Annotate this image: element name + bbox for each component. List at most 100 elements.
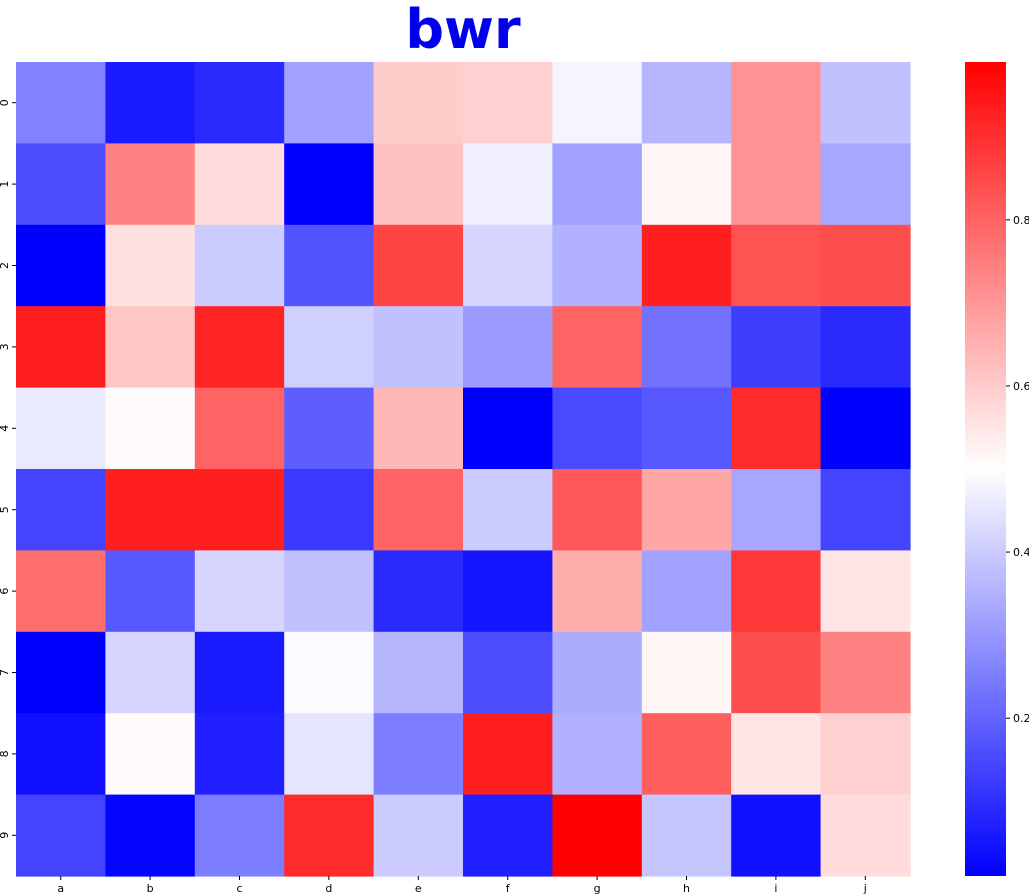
- heatmap-cell: [105, 631, 196, 714]
- x-tick-label: h: [683, 882, 690, 895]
- heatmap-cell: [820, 713, 911, 796]
- y-tick-label: 6: [0, 588, 11, 595]
- heatmap-cell: [373, 306, 464, 389]
- heatmap-cell: [552, 631, 643, 714]
- heatmap-cell: [105, 794, 196, 877]
- heatmap-cell: [373, 387, 464, 470]
- heatmap-cell: [284, 143, 375, 226]
- heatmap-cell: [373, 224, 464, 307]
- y-tick-label: 4: [0, 425, 11, 432]
- heatmap-cell: [463, 550, 553, 633]
- heatmap-cell: [463, 387, 553, 470]
- heatmap-cell: [641, 794, 732, 877]
- x-tick-label: c: [236, 882, 242, 895]
- heatmap-cell: [820, 387, 911, 470]
- heatmap-cell: [284, 387, 375, 470]
- heatmap-cell: [463, 469, 553, 551]
- colorbar-ticks: 0.2 0.4 0.6 0.8: [1006, 214, 1029, 725]
- heatmap-cell: [16, 224, 106, 307]
- heatmap-cell: [373, 469, 464, 551]
- heatmap-cell: [284, 306, 375, 389]
- heatmap-cell: [463, 631, 553, 714]
- heatmap-cell: [16, 794, 106, 877]
- heatmap-cell: [373, 62, 464, 144]
- y-tick-label: 5: [0, 506, 11, 513]
- heatmap-cell: [820, 631, 911, 714]
- heatmap-cell: [284, 550, 375, 633]
- heatmap-cell: [105, 550, 196, 633]
- heatmap-cell: [820, 224, 911, 307]
- heatmap-cell: [373, 143, 464, 226]
- heatmap-cell: [16, 306, 106, 389]
- heatmap-cell: [105, 469, 196, 551]
- heatmap-cell: [731, 794, 822, 877]
- heatmap-cell: [731, 224, 822, 307]
- x-tick-label: e: [415, 882, 422, 895]
- heatmap-cell: [194, 143, 285, 226]
- heatmap-cell: [194, 794, 285, 877]
- heatmap-cell: [552, 387, 643, 470]
- heatmap-cell: [16, 143, 106, 226]
- heatmap-cell: [820, 143, 911, 226]
- heatmap-cell: [194, 631, 285, 714]
- heatmap-cell: [731, 387, 822, 470]
- x-tick-label: g: [594, 882, 601, 895]
- heatmap-cell: [641, 224, 732, 307]
- heatmap-cell: [731, 306, 822, 389]
- heatmap-cell: [284, 631, 375, 714]
- heatmap-cell: [105, 224, 196, 307]
- heatmap-cell: [463, 224, 553, 307]
- heatmap-cell: [284, 469, 375, 551]
- heatmap-cell: [284, 713, 375, 796]
- y-tick-label: 7: [0, 669, 11, 676]
- heatmap-cell: [820, 306, 911, 389]
- chart-title: bwr: [405, 0, 521, 61]
- colorbar-tick-label: 0.6: [1013, 380, 1029, 393]
- heatmap-cell: [731, 550, 822, 633]
- heatmap-cell: [284, 62, 375, 144]
- heatmap-cell: [373, 794, 464, 877]
- heatmap-cell: [194, 469, 285, 551]
- heatmap-cell: [731, 713, 822, 796]
- heatmap-cell: [105, 62, 196, 144]
- heatmap-cell: [552, 713, 643, 796]
- heatmap-cell: [194, 62, 285, 144]
- colorbar-tick-label: 0.4: [1013, 546, 1029, 559]
- heatmap-cell: [552, 794, 643, 877]
- heatmap-cell: [105, 143, 196, 226]
- y-tick-label: 8: [0, 750, 11, 757]
- y-tick-label: 2: [0, 262, 11, 269]
- heatmap-cell: [731, 143, 822, 226]
- x-tick-label: a: [57, 882, 64, 895]
- y-tick-label: 0: [0, 99, 11, 106]
- heatmap-cell: [552, 306, 643, 389]
- heatmap-cell: [552, 143, 643, 226]
- heatmap-cell: [641, 550, 732, 633]
- heatmap-cell: [641, 306, 732, 389]
- colorbar-tick-label: 0.2: [1013, 712, 1029, 725]
- heatmap-cell: [373, 631, 464, 714]
- heatmap-cell: [105, 306, 196, 389]
- heatmap-cell: [373, 713, 464, 796]
- heatmap-cell: [820, 794, 911, 877]
- x-tick-label: i: [774, 882, 777, 895]
- heatmap-cell: [463, 794, 553, 877]
- heatmap-cell: [463, 306, 553, 389]
- y-tick-label: 1: [0, 181, 11, 188]
- heatmap-cell: [820, 550, 911, 633]
- heatmap-cell: [16, 550, 106, 633]
- heatmap-cell: [463, 143, 553, 226]
- y-tick-label: 9: [0, 832, 11, 839]
- heatmap-cell: [731, 62, 822, 144]
- heatmap-cell: [463, 713, 553, 796]
- heatmap-cell: [463, 62, 553, 144]
- heatmap-cell: [16, 62, 106, 144]
- heatmap-cell: [194, 387, 285, 470]
- x-axis-ticks: a b c d e f g h i j: [57, 876, 867, 895]
- heatmap-cell: [16, 713, 106, 796]
- x-tick-label: j: [863, 882, 867, 895]
- x-tick-label: b: [147, 882, 154, 895]
- heatmap-cell: [105, 387, 196, 470]
- heatmap-cell: [194, 306, 285, 389]
